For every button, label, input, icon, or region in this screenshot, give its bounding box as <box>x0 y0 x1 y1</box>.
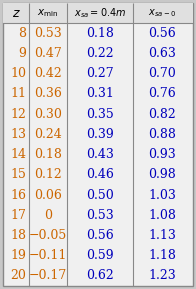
Text: 17: 17 <box>10 209 26 222</box>
Text: 0.31: 0.31 <box>86 88 114 101</box>
Text: 0.53: 0.53 <box>34 27 62 40</box>
Text: $x_{\rm min}$: $x_{\rm min}$ <box>37 7 59 19</box>
Text: 0: 0 <box>44 209 52 222</box>
Text: 0.53: 0.53 <box>86 209 114 222</box>
Text: 10: 10 <box>10 67 26 80</box>
Text: −0.11: −0.11 <box>29 249 67 262</box>
Text: 0.93: 0.93 <box>148 148 176 161</box>
Text: 0.30: 0.30 <box>34 108 62 121</box>
Text: 1.03: 1.03 <box>148 188 176 201</box>
Text: 0.56: 0.56 <box>148 27 176 40</box>
Text: 0.36: 0.36 <box>34 88 62 101</box>
Text: 9: 9 <box>18 47 26 60</box>
Text: 0.18: 0.18 <box>34 148 62 161</box>
Text: 15: 15 <box>10 168 26 181</box>
Text: 0.39: 0.39 <box>86 128 114 141</box>
Text: 0.18: 0.18 <box>86 27 114 40</box>
Text: 0.47: 0.47 <box>34 47 62 60</box>
Text: 13: 13 <box>10 128 26 141</box>
Text: 0.35: 0.35 <box>86 108 114 121</box>
Text: 0.12: 0.12 <box>34 168 62 181</box>
Text: 0.62: 0.62 <box>86 269 114 282</box>
Text: 0.24: 0.24 <box>34 128 62 141</box>
Text: $x_{sa}=0.4m$: $x_{sa}=0.4m$ <box>74 6 126 20</box>
Text: $x_{sa{\rm -}0}$: $x_{sa{\rm -}0}$ <box>148 7 176 19</box>
Text: 1.08: 1.08 <box>148 209 176 222</box>
Text: 19: 19 <box>10 249 26 262</box>
Bar <box>3 3 193 23</box>
Text: 0.50: 0.50 <box>86 188 114 201</box>
Text: 0.59: 0.59 <box>86 249 114 262</box>
Text: −0.05: −0.05 <box>29 229 67 242</box>
Text: 0.46: 0.46 <box>86 168 114 181</box>
Text: 1.13: 1.13 <box>148 229 176 242</box>
Text: 0.98: 0.98 <box>148 168 176 181</box>
Text: 18: 18 <box>10 229 26 242</box>
Text: $z$: $z$ <box>12 7 20 20</box>
Text: 20: 20 <box>10 269 26 282</box>
Text: 1.18: 1.18 <box>148 249 176 262</box>
Text: 16: 16 <box>10 188 26 201</box>
Text: 14: 14 <box>10 148 26 161</box>
Text: 0.70: 0.70 <box>148 67 176 80</box>
Text: 0.82: 0.82 <box>148 108 176 121</box>
Text: 11: 11 <box>10 88 26 101</box>
Text: −0.17: −0.17 <box>29 269 67 282</box>
Text: 0.88: 0.88 <box>148 128 176 141</box>
Text: 0.06: 0.06 <box>34 188 62 201</box>
Text: 0.63: 0.63 <box>148 47 176 60</box>
Text: 0.56: 0.56 <box>86 229 114 242</box>
Text: 0.43: 0.43 <box>86 148 114 161</box>
Text: 8: 8 <box>18 27 26 40</box>
Text: 12: 12 <box>10 108 26 121</box>
Text: 1.23: 1.23 <box>148 269 176 282</box>
Text: 0.42: 0.42 <box>34 67 62 80</box>
Text: 0.27: 0.27 <box>86 67 114 80</box>
Text: 0.76: 0.76 <box>148 88 176 101</box>
Text: 0.22: 0.22 <box>86 47 114 60</box>
